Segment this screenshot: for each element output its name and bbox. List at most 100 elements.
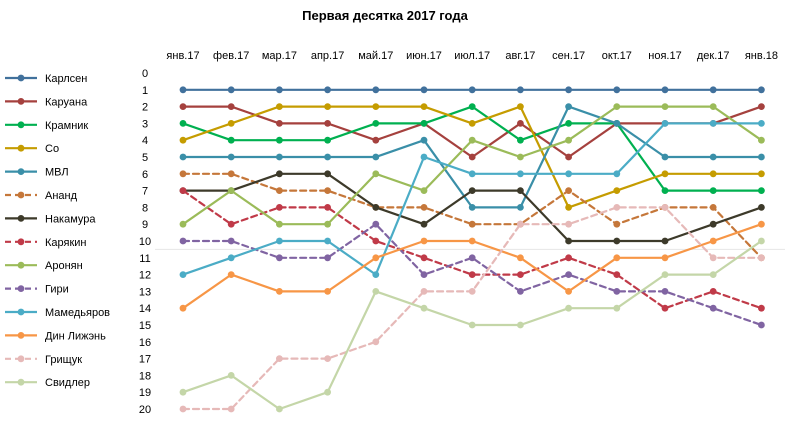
data-point [324,187,331,195]
data-point [758,237,765,245]
data-point [227,153,235,161]
y-tick-label: 11 [139,253,150,265]
legend-item: Со [5,143,59,155]
data-point [179,170,187,178]
y-tick-label: 1 [142,85,148,97]
data-point [517,153,524,161]
data-point [468,187,476,195]
legend-label: Накамура [45,213,96,225]
data-point [758,254,765,262]
data-point [276,237,283,245]
data-point [468,86,476,94]
data-point [565,153,572,161]
data-point [276,204,283,211]
data-point [276,153,283,161]
data-point [613,204,621,211]
legend: Карлсен Каруана Крамник Со МВЛ Ананд Накамура К… [5,73,110,389]
data-point [324,220,331,228]
legend-item: Свидлер [5,377,90,389]
x-tick-label: янв.17 [166,50,199,62]
data-point [613,187,621,195]
y-tick-label: 20 [139,404,151,416]
legend-label: МВЛ [45,167,69,179]
chart-title: Первая десятка 2017 года [302,8,468,23]
data-point [758,170,765,178]
data-point [565,86,572,94]
data-point [372,86,380,94]
legend-marker [17,285,25,292]
data-point [420,204,428,211]
data-point [661,271,669,278]
x-tick-label: мар.17 [262,50,297,62]
legend-marker [17,144,25,152]
data-point [324,355,331,362]
data-point [276,405,283,413]
data-point [565,187,572,195]
data-point [179,304,187,312]
data-point [709,304,717,312]
data-point [613,288,621,295]
data-point [179,405,187,413]
data-point [372,288,380,295]
data-point [324,120,331,127]
data-point [227,170,235,178]
x-tick-label: янв.18 [745,50,778,62]
data-point [758,187,765,195]
data-point [709,187,717,195]
series-Крамник [179,103,765,195]
data-point [709,153,717,161]
data-point [420,136,428,144]
data-point [517,254,524,262]
data-point [758,120,765,127]
data-point [276,136,283,144]
data-point [324,153,331,161]
data-point [468,103,476,110]
legend-label: Ананд [45,190,78,202]
legend-marker [17,238,25,246]
legend-label: Карякин [45,237,87,249]
data-point [468,220,476,228]
data-point [758,86,765,94]
data-point [613,170,621,178]
data-point [517,187,524,195]
data-point [758,220,765,228]
data-point [709,220,717,228]
data-point [372,170,380,178]
data-point [517,220,524,228]
legend-marker [17,98,25,105]
data-point [179,388,187,396]
data-point [276,187,283,195]
legend-item: Карлсен [5,73,87,85]
data-point [372,204,380,211]
legend-label: Гири [45,284,69,296]
data-point [324,103,331,110]
data-point [517,120,524,127]
data-point [227,103,235,110]
y-tick-label: 6 [142,169,148,181]
series-Со [179,103,765,211]
data-point [468,136,476,144]
series-line [181,122,763,276]
data-point [227,405,235,413]
y-tick-label: 0 [142,68,148,80]
data-point [227,237,235,245]
data-point [468,153,476,161]
x-tick-label: июл.17 [454,50,490,62]
legend-item: Карякин [5,237,87,249]
series-Дин Лижэнь [179,220,765,312]
legend-label: Крамник [45,120,88,132]
legend-label: Каруана [45,96,88,108]
data-point [179,220,187,228]
data-point [661,170,669,178]
y-tick-label: 5 [142,152,148,164]
data-point [613,237,621,245]
data-point [565,220,572,228]
x-tick-label: сен.17 [552,50,585,62]
data-point [709,120,717,127]
data-point [709,237,717,245]
legend-marker [17,261,25,269]
data-point [179,187,187,195]
legend-item: Грищук [5,354,82,366]
data-point [179,237,187,245]
data-point [372,338,380,346]
